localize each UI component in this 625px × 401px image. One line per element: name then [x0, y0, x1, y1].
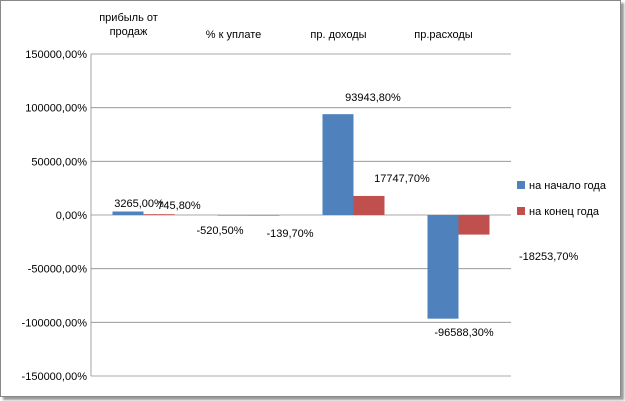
data-label: 745,80% — [157, 200, 201, 212]
category-label: пр.расходы — [414, 29, 473, 41]
category-label: пр. доходы — [310, 29, 366, 41]
bar-start-of-year — [112, 211, 144, 215]
bar-end-of-year — [248, 215, 280, 216]
y-tick-label: 150000,00% — [25, 49, 87, 61]
bar-end-of-year — [143, 214, 175, 215]
bar-start-of-year — [217, 215, 249, 216]
bar-end-of-year — [458, 215, 490, 235]
data-label: -520,50% — [196, 225, 243, 237]
category-label: продаж — [110, 26, 148, 38]
y-tick-label: 100000,00% — [25, 103, 87, 115]
legend-label: на конец года — [529, 206, 600, 218]
data-label: -139,70% — [266, 228, 313, 240]
data-label: 3265,00% — [114, 198, 164, 210]
category-label: % к уплате — [206, 29, 262, 41]
bar-end-of-year — [353, 195, 385, 215]
y-tick-label: -50000,00% — [28, 264, 88, 276]
category-label: прибыль от — [99, 12, 158, 24]
bar-chart: 150000,00% 100000,00% 50000,00% 0,00% -50000… — [22, 12, 607, 383]
y-tick-label: -150000,00% — [22, 371, 88, 383]
data-label: -96588,30% — [434, 327, 494, 339]
bar-start-of-year — [427, 215, 459, 319]
bar-start-of-year — [322, 114, 354, 215]
data-label: -18253,70% — [519, 251, 579, 263]
data-label: 17747,70% — [374, 173, 430, 185]
data-label: 93943,80% — [345, 92, 401, 104]
legend-label: на начало года — [529, 180, 607, 192]
legend-swatch — [517, 207, 525, 215]
y-tick-label: -100000,00% — [22, 317, 88, 329]
legend-swatch — [517, 181, 525, 189]
y-tick-label: 0,00% — [56, 210, 87, 222]
y-tick-label: 50000,00% — [31, 156, 87, 168]
